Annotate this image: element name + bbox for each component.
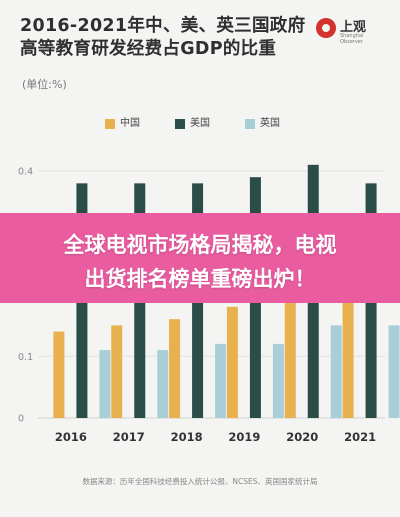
legend-label: 英国 xyxy=(260,118,280,129)
headline-banner: 全球电视市场格局揭秘，电视 出货排名榜单重磅出炉！ xyxy=(0,213,400,303)
brand-logo: 上观 Shanghai Observer xyxy=(316,14,384,45)
logo-text: 上观 xyxy=(340,20,367,35)
y-tick-label: 0.1 xyxy=(18,352,33,363)
unit-label: (单位:%) xyxy=(22,78,67,91)
bar-中国-2021 xyxy=(342,300,354,418)
x-tick-label: 2019 xyxy=(228,430,260,444)
legend-label: 美国 xyxy=(190,118,210,129)
bar-中国-2020 xyxy=(284,300,296,418)
x-tick-label: 2021 xyxy=(344,430,376,444)
y-tick-label: 0.4 xyxy=(18,167,33,178)
legend-swatch xyxy=(105,119,115,129)
bar-中国-2018 xyxy=(169,319,181,418)
bar-英国-2017 xyxy=(157,350,169,418)
bar-英国-2021 xyxy=(388,325,400,418)
headline-line-2: 出货排名榜单重磅出炉！ xyxy=(84,267,316,291)
legend-swatch xyxy=(175,119,185,129)
x-tick-label: 2016 xyxy=(55,430,87,444)
legend-swatch xyxy=(245,119,255,129)
data-source-note: 数据来源：历年全国科技经费投入统计公报、NCSES、英国国家统计局 xyxy=(82,477,318,486)
chart-title-line-2: 高等教育研发经费占GDP的比重 xyxy=(20,39,277,59)
x-tick-label: 2020 xyxy=(286,430,318,444)
legend-label: 中国 xyxy=(120,118,140,129)
bar-中国-2017 xyxy=(111,325,123,418)
headline-line-1: 全球电视市场格局揭秘，电视 xyxy=(63,233,337,257)
logo-subtext: Shanghai Observer xyxy=(340,33,364,45)
logo-mark-icon xyxy=(316,18,336,38)
chart-title-line-1: 2016-2021年中、美、英三国政府 xyxy=(20,16,306,36)
y-tick-label: 0 xyxy=(18,414,24,425)
bar-英国-2019 xyxy=(272,343,284,418)
bar-英国-2016 xyxy=(99,350,111,418)
bar-中国-2019 xyxy=(226,306,238,418)
x-tick-label: 2017 xyxy=(113,430,145,444)
x-tick-label: 2018 xyxy=(171,430,203,444)
chart-legend: 中国 美国 英国 xyxy=(105,116,295,132)
bar-中国-2016 xyxy=(53,331,65,418)
bar-英国-2018 xyxy=(215,343,227,418)
bar-英国-2020 xyxy=(330,325,342,418)
